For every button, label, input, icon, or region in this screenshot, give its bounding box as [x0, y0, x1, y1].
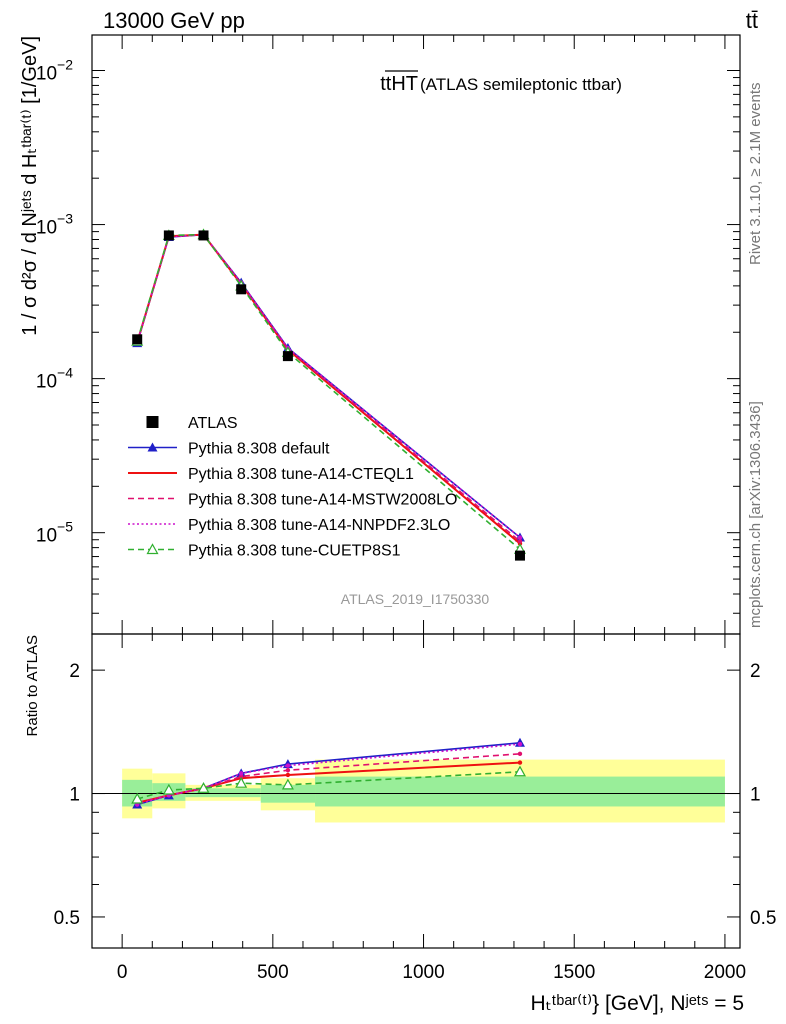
main-y-axis-label: 1 / σ d²σ / d Nʲᵉᵗˢ d Hₜᵗᵇᵃʳ⁽ᵗ⁾ [1/GeV] [19, 36, 41, 336]
main-plot-area [131, 228, 527, 561]
atlas-data-point [514, 550, 525, 561]
legend-marker-atlas [146, 416, 159, 428]
ratio-y-axis-label: Ratio to ATLAS [24, 635, 41, 736]
ratio-y-tick-label-left: 2 [69, 661, 80, 682]
stat-uncertainty-band [315, 776, 725, 807]
legend-label: Pythia 8.308 tune-A14-NNPDF2.3LO [188, 517, 450, 534]
legend-marker-1 [147, 442, 158, 452]
main-y-tick-exponent: −4 [57, 365, 73, 381]
ratio-y-tick-label-left: 0.5 [54, 908, 80, 929]
energy-label: 13000 GeV pp [103, 8, 245, 33]
main-y-axis: 10−210−310−410−5 [36, 57, 740, 614]
legend-label: ATLAS [188, 415, 238, 432]
x-axis-label: Hₜᵗᵇᵃʳ⁽ᵗ⁾} [GeV], Nʲᵉᵗˢ = 5 [530, 992, 744, 1015]
ratio-y-axis: 0.5 0.5 1 1 2 2 [54, 661, 777, 929]
main-y-tick-label: 10−3 [36, 211, 73, 239]
mcplots-label: mcplots.cern.ch [arXiv:1306.3436] [747, 401, 764, 628]
main-series-3-marker [517, 539, 523, 544]
ratio-series-3-marker [285, 763, 291, 768]
main-y-tick-exponent: −3 [57, 211, 73, 227]
ratio-panel-frame [91, 633, 741, 949]
ratio-series-1-marker [285, 772, 291, 778]
ratio-series-4-marker [281, 778, 294, 790]
ratio-x-tick-label: 2000 [704, 962, 746, 983]
atlas-data-point [282, 351, 293, 362]
main-panel: 10−210−310−410−5 ttHT (ATLAS semileptoni… [19, 34, 741, 635]
ratio-series-2-line [137, 753, 521, 804]
main-y-tick-base: 10 [36, 372, 57, 393]
ratio-series-3-marker [238, 771, 244, 776]
ratio-series-4-line [136, 770, 521, 800]
atlas-data-point [236, 284, 247, 295]
analysis-watermark: ATLAS_2019_I1750330 [341, 591, 490, 607]
ratio-series-4-marker [235, 776, 248, 788]
main-series-4-marker [517, 535, 523, 540]
ratio-y-tick-label-right: 2 [750, 661, 761, 682]
ratio-series-1-marker [517, 760, 523, 765]
main-y-tick-base: 10 [36, 218, 57, 239]
ratio-x-tick-label: 1000 [402, 962, 444, 983]
main-y-tick-exponent: −5 [57, 519, 73, 535]
legend-label: Pythia 8.308 tune-A14-MSTW2008LO [188, 492, 457, 509]
ratio-series-2-marker [517, 751, 523, 757]
main-y-tick-label: 10−2 [36, 57, 73, 85]
ratio-series-3-marker [517, 741, 523, 747]
main-x-axis-ticks [121, 35, 726, 634]
ratio-y-tick-label-right: 0.5 [750, 908, 776, 929]
ratio-y-tick-label-right: 1 [750, 785, 761, 806]
atlas-data-point [132, 334, 143, 345]
main-series-5-line [136, 233, 521, 550]
legend: ATLAS Pythia 8.308 default Pythia 8.308 tu… [128, 415, 457, 560]
ratio-series-3-line [136, 743, 521, 806]
ratio-series-4-marker [131, 792, 144, 804]
main-y-tick-label: 10−5 [36, 519, 73, 547]
main-plot-subtitle: (ATLAS semileptonic ttbar) [420, 75, 622, 94]
rivet-label: Rivet 3.1.10, ≥ 2.1M events [747, 83, 764, 266]
main-y-tick-base: 10 [36, 526, 57, 547]
process-label: tt̄ [746, 8, 758, 33]
ratio-series-4-marker [197, 782, 210, 793]
legend-marker-5 [146, 543, 159, 555]
ratio-y-tick-label-left: 1 [69, 785, 80, 806]
ratio-x-tick-label: 500 [257, 962, 289, 983]
stat-uncertainty-band [185, 788, 261, 798]
ratio-series-2-marker [238, 774, 244, 779]
ratio-x-axis: 0 500 1000 1500 2000 [117, 634, 746, 983]
ratio-series-4-marker [513, 765, 527, 777]
atlas-data-point [163, 230, 174, 241]
legend-label: Pythia 8.308 default [188, 441, 330, 458]
ratio-series-2-marker [285, 768, 291, 773]
main-y-tick-exponent: −2 [57, 57, 73, 73]
ratio-plot-area [92, 737, 740, 823]
main-y-tick-label: 10−4 [36, 365, 73, 393]
main-plot-title: ttHT [380, 73, 418, 95]
ratio-x-tick-label: 1500 [553, 962, 595, 983]
ratio-panel: 0.5 0.5 1 1 2 2 0 500 1000 1500 2000 Ratio to ATL… [24, 633, 777, 1015]
ratio-x-tick-label: 0 [117, 962, 128, 983]
ratio-series-4-marker [162, 783, 175, 795]
legend-label: Pythia 8.308 tune-A14-CTEQL1 [188, 466, 414, 483]
atlas-data-point [198, 230, 209, 241]
main-y-tick-base: 10 [36, 64, 57, 85]
legend-label: Pythia 8.308 tune-CUETP8S1 [188, 543, 401, 560]
